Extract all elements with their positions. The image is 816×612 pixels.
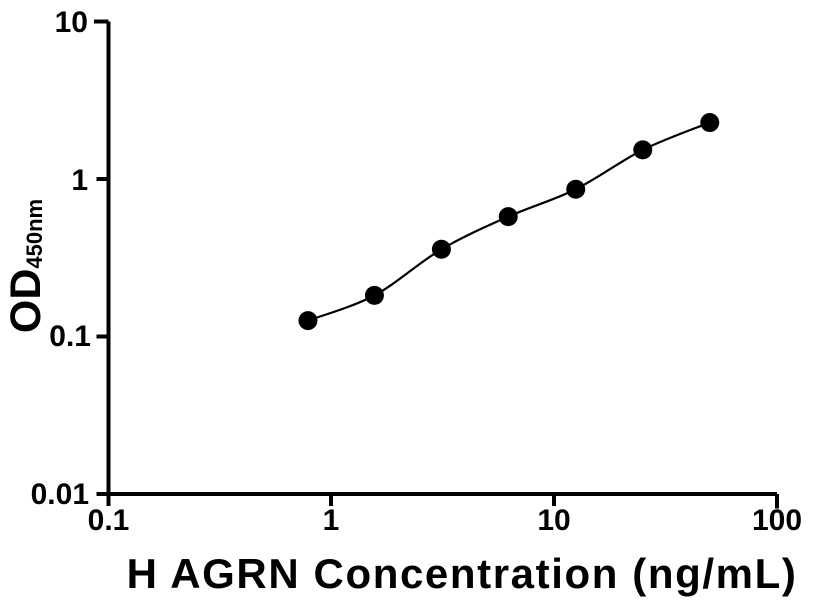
svg-text:100: 100 bbox=[752, 504, 802, 537]
svg-text:0.1: 0.1 bbox=[88, 504, 130, 537]
svg-text:H AGRN Concentration (ng/mL): H AGRN Concentration (ng/mL) bbox=[127, 550, 798, 597]
svg-text:1: 1 bbox=[71, 164, 88, 197]
svg-text:OD450nm: OD450nm bbox=[2, 199, 50, 333]
svg-text:0.01: 0.01 bbox=[31, 478, 89, 511]
svg-text:0.1: 0.1 bbox=[49, 320, 91, 353]
svg-text:10: 10 bbox=[55, 6, 88, 39]
svg-text:10: 10 bbox=[537, 504, 570, 537]
svg-text:1: 1 bbox=[323, 504, 340, 537]
